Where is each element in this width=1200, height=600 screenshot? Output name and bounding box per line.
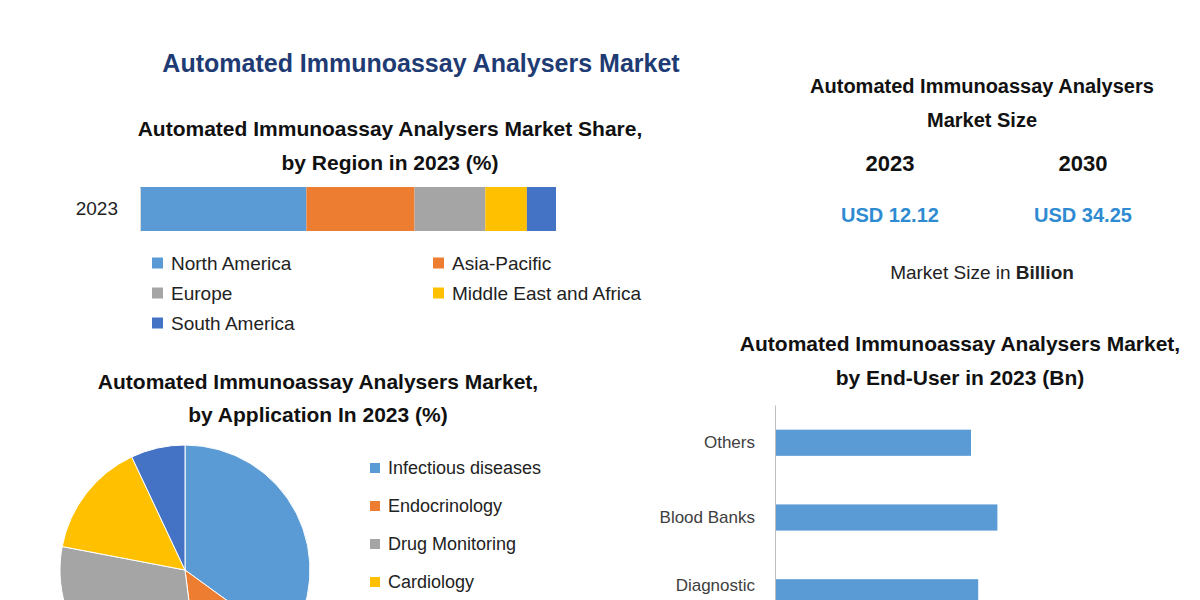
legend-item: Drug Monitoring (370, 534, 516, 554)
pie-slice (185, 445, 310, 600)
legend-item: Cardiology (370, 572, 474, 592)
chart-title: Automated Immunoassay Analysers Market Si… (810, 75, 1154, 131)
legend-label: Endocrinology (388, 496, 502, 516)
legend-item: South America (152, 313, 295, 334)
title-line: Automated Immunoassay Analysers (810, 75, 1154, 97)
axis-line (140, 188, 141, 232)
title-line: Automated Immunoassay Analysers Market, (740, 332, 1180, 355)
kpi-year: 2030 (1059, 151, 1108, 176)
pie-slice (132, 445, 185, 570)
chart-canvas: Automated Immunoassay Analysers Market Au… (0, 0, 1200, 600)
legend-label: Drug Monitoring (388, 534, 516, 554)
legend-swatch (370, 577, 380, 587)
tick-label: 2023 (76, 198, 118, 219)
legend-swatch (433, 258, 444, 269)
chart-title: Automated Immunoassay Analysers Market, b… (98, 370, 538, 426)
legend-swatch (370, 501, 380, 511)
title-line: by Application In 2023 (%) (188, 403, 447, 426)
kpi-year: 2023 (866, 151, 915, 176)
legend-label: South America (171, 313, 295, 334)
legend-item: Middle East and Africa (433, 283, 641, 304)
chart-title: Automated Immunoassay Analysers Market S… (138, 117, 643, 174)
tick-label: Others (704, 433, 755, 452)
tick-label: Diagnostic (676, 576, 756, 595)
legend-label: North America (171, 253, 292, 274)
subtitle-part: Market Size in (890, 262, 1016, 283)
bar (415, 187, 486, 231)
legend-label: Middle East and Africa (452, 283, 641, 304)
tick: Diagnostic (676, 576, 756, 595)
kpi-value: USD 34.25 (1034, 204, 1132, 226)
tick-label: Blood Banks (660, 508, 755, 527)
title-line: Market Size (927, 109, 1037, 131)
tick: Blood Banks (660, 508, 755, 527)
bar (775, 504, 997, 530)
pie (60, 445, 310, 600)
kpi-value: USD 12.12 (841, 204, 939, 226)
bar-chart: Automated Immunoassay Analysers Market, b… (660, 332, 1181, 600)
legend: Infectious diseases Endocrinology Drug Mon… (370, 458, 541, 592)
legend-swatch (152, 258, 163, 269)
title-line: Automated Immunoassay Analysers Market, (98, 370, 538, 393)
tick: Others (704, 433, 755, 452)
legend-label: Infectious diseases (388, 458, 541, 478)
y-axis: 2023 (76, 188, 141, 232)
legend-item: Endocrinology (370, 496, 502, 516)
axis-line (775, 406, 776, 600)
legend-swatch (370, 539, 380, 549)
legend-label: Asia-Pacific (452, 253, 551, 274)
legend-swatch (433, 288, 444, 299)
title-line: by Region in 2023 (%) (281, 151, 498, 174)
legend-swatch (152, 288, 163, 299)
bar (306, 187, 414, 231)
legend-item: Europe (152, 283, 232, 304)
legend-swatch (370, 463, 380, 473)
plot-area (140, 187, 556, 231)
legend-item: North America (152, 253, 292, 274)
bar (527, 187, 556, 231)
chart-title: Automated Immunoassay Analysers Market, b… (740, 332, 1180, 389)
subtitle-part: Billion (1016, 262, 1074, 283)
kpi-subtitle: Market Size in Billion (890, 262, 1074, 283)
legend-item: Infectious diseases (370, 458, 541, 478)
tick: 2023 (76, 198, 118, 219)
pie-slice (185, 570, 286, 600)
title-line: Automated Immunoassay Analysers Market S… (138, 117, 643, 140)
pie-chart: Automated Immunoassay Analysers Market, b… (60, 370, 541, 600)
market-size: Automated Immunoassay Analysers Market Si… (810, 75, 1154, 283)
bar (485, 187, 527, 231)
legend: North America Asia-Pacific Europe Middle Ea… (152, 253, 641, 334)
legend-label: Europe (171, 283, 232, 304)
page-title: Automated Immunoassay Analysers Market (162, 49, 680, 77)
y-axis: Others Blood Banks Diagnostic (660, 406, 776, 600)
bar (140, 187, 306, 231)
legend-label: Cardiology (388, 572, 474, 592)
plot-area (775, 430, 997, 600)
bar-chart: Automated Immunoassay Analysers Market S… (76, 117, 643, 334)
legend-swatch (152, 318, 163, 329)
title-line: by End-User in 2023 (Bn) (836, 366, 1085, 389)
bar (775, 579, 978, 600)
bar (775, 430, 971, 456)
legend-item: Asia-Pacific (433, 253, 551, 274)
